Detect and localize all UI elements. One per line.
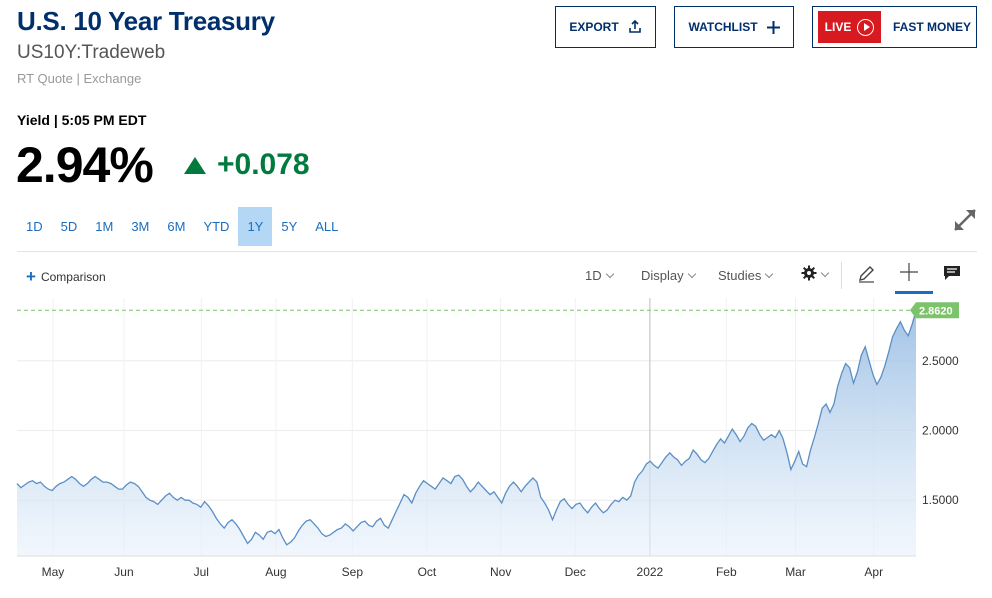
chevron-down-icon: [687, 269, 696, 279]
interval-dropdown[interactable]: 1D: [585, 268, 614, 283]
export-button[interactable]: EXPORT: [555, 6, 656, 48]
up-arrow-icon: [184, 156, 206, 174]
header-divider: [17, 251, 977, 252]
x-tick-label: May: [42, 565, 65, 579]
live-badge: LIVE: [818, 11, 881, 43]
x-tick-label: Jun: [114, 565, 133, 579]
upload-icon: [628, 20, 642, 34]
display-dropdown[interactable]: Display: [641, 268, 696, 283]
x-tick-label: Sep: [342, 565, 364, 579]
export-label: EXPORT: [569, 20, 619, 34]
quote-source: RT Quote | Exchange: [17, 71, 142, 86]
last-value-badge: 2.8620: [910, 302, 959, 319]
pencil-icon[interactable]: [857, 264, 876, 283]
interval-label: 1D: [585, 268, 602, 283]
x-tick-label: Mar: [785, 565, 806, 579]
chevron-down-icon: [765, 269, 774, 279]
fast-money-label: FAST MONEY: [893, 20, 972, 34]
x-tick-label: Jul: [194, 565, 209, 579]
plus-icon: [766, 20, 780, 34]
last-value-badge-shape: [910, 302, 959, 319]
range-selector: 1D 5D 1M 3M 6M YTD 1Y 5Y ALL: [17, 207, 347, 246]
toolbar-separator: [841, 262, 842, 289]
last-price: 2.94%: [16, 137, 154, 193]
live-label: LIVE: [824, 20, 852, 34]
range-1d[interactable]: 1D: [26, 219, 43, 234]
expand-icon[interactable]: [952, 207, 978, 233]
range-all[interactable]: ALL: [315, 219, 339, 234]
play-icon: [857, 18, 875, 36]
y-tick-label: 2.5000: [922, 354, 959, 368]
range-6m[interactable]: 6M: [167, 219, 186, 234]
watchlist-label: WATCHLIST: [688, 20, 758, 34]
chevron-down-icon: [605, 269, 614, 279]
x-tick-label: Feb: [716, 565, 737, 579]
chevron-down-icon: [820, 268, 830, 278]
display-label: Display: [641, 268, 684, 283]
yield-time-label: Yield | 5:05 PM EDT: [17, 112, 147, 128]
comparison-label: Comparison: [40, 270, 106, 284]
crosshair-active-indicator: [895, 291, 933, 294]
range-3m[interactable]: 3M: [131, 219, 150, 234]
studies-label: Studies: [718, 268, 762, 283]
x-tick-label: Dec: [565, 565, 586, 579]
page-title: U.S. 10 Year Treasury: [17, 6, 275, 36]
crosshair-icon[interactable]: [900, 263, 918, 281]
fast-money-live-button[interactable]: LIVE FAST MONEY: [812, 6, 977, 48]
settings-dropdown[interactable]: [801, 265, 830, 284]
x-tick-label: Aug: [265, 565, 286, 579]
gear-icon: [801, 265, 817, 284]
range-5d[interactable]: 5D: [60, 219, 78, 234]
y-tick-label: 2.0000: [922, 423, 959, 437]
price-change: +0.078: [184, 148, 310, 182]
yield-chart[interactable]: 2.8620 1.5000 2.0000 2.5000 May Jun Jul Aug Se…: [0, 294, 992, 598]
x-tick-label: 2022: [637, 565, 664, 579]
range-1y[interactable]: 1Y: [238, 207, 273, 246]
x-tick-label: Nov: [490, 565, 511, 579]
x-tick-label: Apr: [864, 565, 883, 579]
plus-icon: +: [26, 267, 36, 286]
x-tick-label: Oct: [418, 565, 437, 579]
yield-area: [17, 310, 916, 556]
range-1m[interactable]: 1M: [95, 219, 114, 234]
yield-line: [16, 310, 917, 546]
range-ytd[interactable]: YTD: [203, 219, 230, 234]
comment-icon[interactable]: [943, 265, 961, 281]
last-value-label: 2.8620: [919, 305, 953, 317]
symbol-label: US10Y:Tradeweb: [17, 42, 166, 63]
y-tick-label: 1.5000: [922, 493, 959, 507]
watchlist-button[interactable]: WATCHLIST: [674, 6, 794, 48]
range-5y[interactable]: 5Y: [281, 219, 298, 234]
studies-dropdown[interactable]: Studies: [718, 268, 774, 283]
comparison-button[interactable]: + Comparison: [26, 267, 106, 286]
change-value: +0.078: [217, 148, 310, 181]
